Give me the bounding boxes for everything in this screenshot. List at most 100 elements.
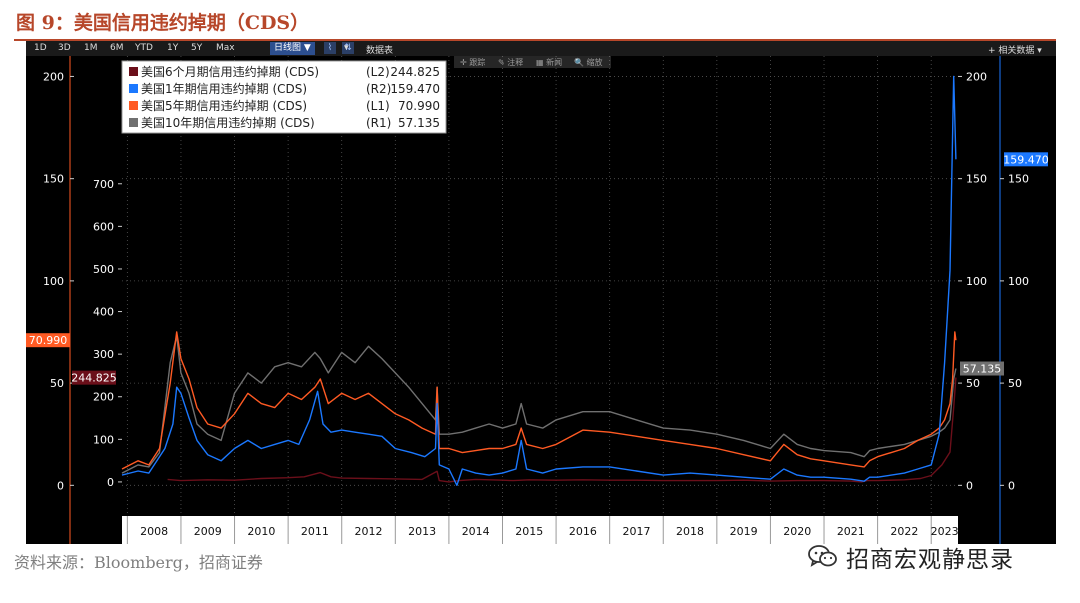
chart-type-dropdown[interactable]: 日线图 ▼ [270, 42, 315, 55]
legend-box [121, 60, 447, 134]
legend-label-5y: 美国5年期信用违约掉期 (CDS) [141, 98, 307, 113]
y-tick-label-r2: 50 [1008, 377, 1022, 390]
y-tick-label-r1: 50 [966, 377, 980, 390]
related-data-button[interactable]: + 相关数据 ▾ [988, 46, 1042, 56]
legend-swatch-6m [129, 67, 138, 76]
period-1y-button[interactable]: 1Y [167, 43, 179, 53]
legend-value-6m: 244.825 [390, 65, 440, 79]
chart-legend: 美国6个月期信用违约掉期 (CDS) (L2) 244.825 美国1年期信用违… [121, 60, 447, 134]
y-tick-label-l2: 300 [93, 348, 114, 361]
x-tick-label: 2019 [730, 525, 758, 538]
period-3d-button[interactable]: 3D [58, 43, 71, 53]
period-5y-button[interactable]: 5Y [191, 43, 203, 53]
data-table-button[interactable]: 数据表 [366, 46, 394, 56]
chart-toolbar: 1D 3D 1M 6M YTD 1Y 5Y Max 日线图 ▼ ⌇ ⇅ ▾ 数据… [26, 41, 1056, 56]
tag-10y-bg [960, 361, 1004, 376]
tool-news-button[interactable]: ▦ 新闻 [536, 57, 562, 67]
tag-6m: 244.825 [71, 372, 117, 385]
tool-track-button[interactable]: ✛ 跟踪 [460, 57, 485, 67]
tools-bar-background [454, 56, 611, 68]
x-tick-label: 2009 [194, 525, 222, 538]
y-tick-label-r2: 0 [1008, 479, 1015, 492]
x-tick-label: 2016 [569, 525, 597, 538]
chart-background [26, 56, 1056, 544]
x-tick-label: 2022 [890, 525, 918, 538]
lines-layer [121, 75, 957, 486]
brand-name: 招商宏观静思录 [846, 547, 1014, 573]
tag-10y: 57.135 [963, 363, 1002, 376]
x-tick-label: 2010 [247, 525, 275, 538]
y-tick-label-l2: 0 [107, 476, 114, 489]
legend-swatch-1y [129, 84, 138, 93]
series-line-s6m [167, 377, 957, 483]
legend-axis-5y: (L1) [366, 99, 390, 113]
x-tick-label: 2015 [515, 525, 543, 538]
y-tick-label-l2: 700 [93, 178, 114, 191]
legend-axis-10y: (R1) [366, 116, 391, 130]
tag-1y: 159.470 [1003, 153, 1049, 166]
tag-6m-bg [72, 370, 116, 385]
title-rule [14, 39, 1056, 41]
figure-title: 图 9：美国信用违约掉期（CDS） [16, 12, 310, 34]
y-tick-label-l2: 600 [93, 220, 114, 233]
y-tick-label-l1: 50 [50, 377, 64, 390]
legend-label-10y: 美国10年期信用违约掉期 (CDS) [141, 115, 315, 130]
x-tick-label: 2011 [301, 525, 329, 538]
x-tick-label: 2018 [676, 525, 704, 538]
x-tick-label: 2014 [462, 525, 490, 538]
series-line-s1y [121, 75, 957, 486]
y-tick-label-r1: 150 [966, 173, 987, 186]
y-tick-label-r2: 100 [1008, 275, 1029, 288]
y-tick-label-l2: 500 [93, 263, 114, 276]
legend-value-1y: 159.470 [390, 82, 440, 96]
legend-value-5y: 70.990 [398, 99, 440, 113]
period-1d-button[interactable]: 1D [34, 43, 47, 53]
tag-5y: 70.990 [29, 334, 68, 347]
legend-swatch-5y [129, 101, 138, 110]
legend-axis-1y: (R2) [366, 82, 391, 96]
legend-label-1y: 美国1年期信用违约掉期 (CDS) [141, 81, 307, 96]
legend-label-6m: 美国6个月期信用违约掉期 (CDS) [141, 64, 319, 79]
line-chart-icon[interactable]: ⌇ [324, 42, 336, 54]
y-tick-label-r1: 100 [966, 275, 987, 288]
tool-zoom-button[interactable]: 🔍 缩放 [574, 57, 603, 67]
period-1m-button[interactable]: 1M [84, 43, 98, 53]
x-tick-label: 2023 [931, 525, 959, 538]
axes-layer: 2008 2009 2010 2011 2012 2013 2014 2015 2016 2017… [26, 56, 1049, 544]
y-tick-label-l2: 400 [93, 306, 114, 319]
legend-swatch-10y [129, 118, 138, 127]
x-tick-label: 2020 [783, 525, 811, 538]
candle-icon[interactable]: ⇅ [342, 42, 354, 54]
wechat-icon [808, 545, 837, 567]
brand-block: 招商宏观静思录 [808, 540, 1014, 574]
y-tick-label-l2: 100 [93, 433, 114, 446]
legend-axis-6m: (L2) [366, 65, 390, 79]
period-ytd-button[interactable]: YTD [135, 43, 153, 53]
series-line-s5y [121, 331, 957, 470]
source-note: 资料来源：Bloomberg，招商证券 [14, 553, 263, 572]
y-tick-label-l2: 200 [93, 391, 114, 404]
period-max-button[interactable]: Max [216, 43, 235, 53]
tag-5y-bg [26, 333, 70, 348]
y-tick-label-l1: 0 [57, 479, 64, 492]
cds-chart: 2008 2009 2010 2011 2012 2013 2014 2015 2016 2017… [26, 56, 1056, 544]
y-tick-label-r1: 0 [966, 479, 973, 492]
tag-1y-bg [1004, 152, 1048, 167]
series-line-s10y [121, 335, 957, 474]
x-tick-label: 2013 [408, 525, 436, 538]
x-tick-label: 2021 [837, 525, 865, 538]
y-tick-label-l1: 150 [43, 173, 64, 186]
y-tick-label-l1: 100 [43, 275, 64, 288]
x-tick-label: 2017 [622, 525, 650, 538]
x-tick-label: 2012 [355, 525, 383, 538]
x-axis-band [122, 516, 958, 544]
chart-tools-bar: ✛ 跟踪 ✎ 注释 ▦ 新闻 🔍 缩放 [454, 56, 611, 68]
period-6m-button[interactable]: 6M [110, 43, 124, 53]
x-tick-label: 2008 [140, 525, 168, 538]
y-tick-label-l1: 200 [43, 70, 64, 83]
toolbar-menu-arrow[interactable]: ▾ [344, 43, 349, 53]
y-tick-label-r2: 150 [1008, 173, 1029, 186]
tool-annotate-button[interactable]: ✎ 注释 [498, 57, 523, 67]
legend-value-10y: 57.135 [398, 116, 440, 130]
y-tick-label-r1: 200 [966, 70, 987, 83]
